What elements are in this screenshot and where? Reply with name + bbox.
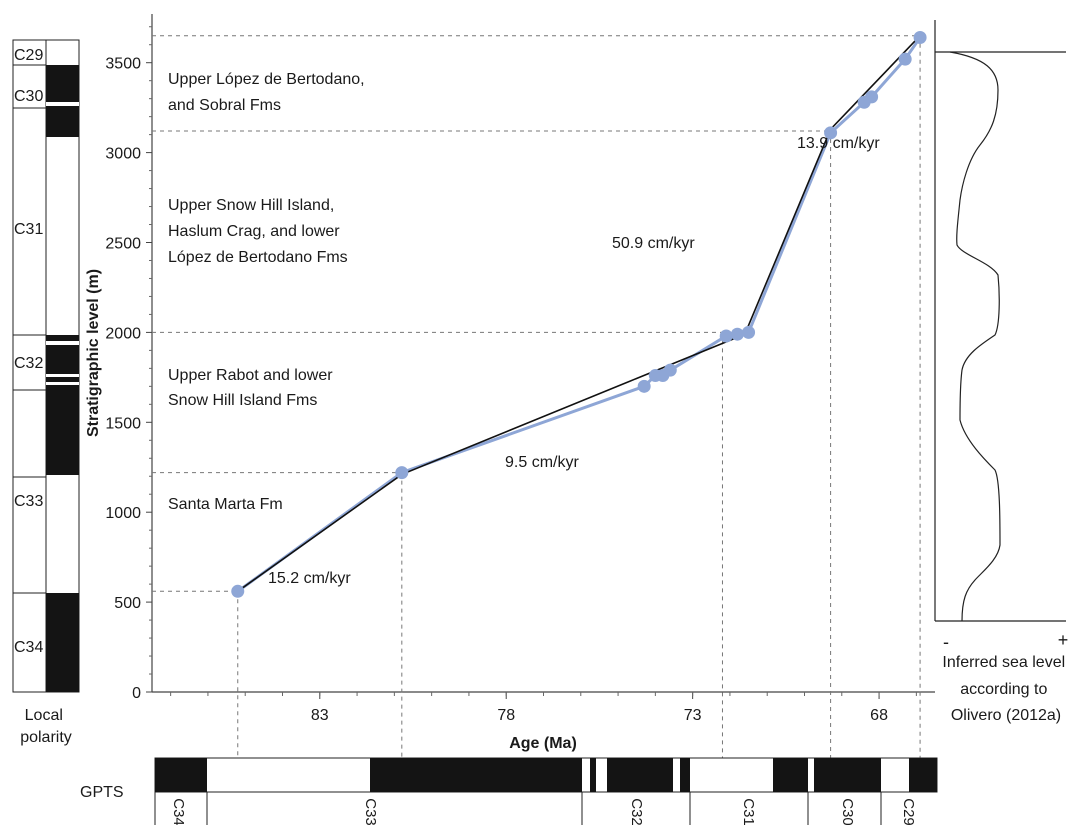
sea-level-minus: - — [943, 632, 949, 652]
data-point — [913, 31, 927, 45]
gpts-block-c32c — [680, 758, 690, 792]
data-connecting-line — [236, 36, 922, 593]
local-polarity-label: Local polarity — [20, 707, 72, 746]
polarity-gap-c32b — [46, 374, 79, 377]
formation-label-lopez: Upper López de Bertodano, and Sobral Fms — [168, 71, 369, 114]
data-point — [824, 126, 838, 140]
y-tick-label: 0 — [132, 685, 141, 702]
data-point — [637, 379, 651, 393]
polarity-block-c34 — [46, 593, 79, 692]
data-point — [898, 52, 912, 66]
gpts-chron-c29: C29 — [900, 798, 917, 825]
data-point — [231, 584, 245, 598]
formation-label-snow-hill: Upper Snow Hill Island, Haslum Crag, and… — [168, 197, 348, 266]
gpts-chron-c33: C33 — [362, 798, 379, 825]
polarity-gap-c30 — [46, 102, 79, 106]
x-tick-label: 68 — [870, 707, 888, 724]
rate-label-50-9: 50.9 cm/kyr — [612, 235, 695, 252]
polarity-block-c30 — [46, 65, 79, 137]
y-tick-label: 2000 — [105, 325, 141, 342]
x-axis-ticks: 83 78 73 68 — [170, 692, 917, 724]
x-tick-label: 83 — [311, 707, 329, 724]
polarity-chron-c32: C32 — [14, 355, 43, 372]
polarity-chron-c30: C30 — [14, 88, 43, 105]
y-tick-label: 3500 — [105, 56, 141, 73]
data-points — [231, 31, 927, 598]
y-axis-ticks: 0 500 1000 1500 2000 2500 3000 3500 — [105, 26, 152, 702]
x-axis-title: Age (Ma) — [509, 735, 577, 752]
gpts-block-c32b — [607, 758, 673, 792]
fit-line — [236, 35, 922, 593]
rate-label-13-9: 13.9 cm/kyr — [797, 135, 880, 152]
gpts-chron-c32: C32 — [628, 798, 645, 825]
sea-level-label: Inferred sea level according to Olivero … — [942, 654, 1069, 724]
gpts-bar: C34 C33 C32 C31 C30 C29 GPTS — [80, 757, 938, 825]
gpts-block-c31 — [773, 758, 808, 792]
rate-label-15-2: 15.2 cm/kyr — [268, 570, 351, 587]
rate-label-9-5: 9.5 cm/kyr — [505, 454, 579, 471]
polarity-chron-c31: C31 — [14, 221, 43, 238]
data-point — [663, 363, 677, 377]
y-tick-label: 2500 — [105, 236, 141, 253]
polarity-chron-c33: C33 — [14, 493, 43, 510]
gpts-chron-c31: C31 — [740, 798, 757, 825]
sea-level-plus: + — [1058, 630, 1069, 650]
regression-line — [237, 35, 921, 592]
formation-label-santa-marta: Santa Marta Fm — [168, 496, 283, 513]
gpts-block-c30 — [814, 758, 881, 792]
local-polarity-column: C29 C30 C31 C32 C33 C34 Local polarity — [12, 39, 80, 746]
y-axis-title: Stratigraphic level (m) — [85, 269, 102, 437]
polarity-chron-c29: C29 — [14, 47, 43, 64]
gpts-block-c33 — [370, 758, 582, 792]
gpts-block-c32a — [590, 758, 596, 792]
y-tick-label: 1000 — [105, 505, 141, 522]
gpts-chron-c34: C34 — [170, 798, 187, 825]
main-plot: 0 500 1000 1500 2000 2500 3000 3500 83 78 73 68 St… — [85, 14, 935, 758]
x-tick-label: 78 — [497, 707, 515, 724]
data-point — [730, 327, 744, 341]
polarity-gap-c32a — [46, 341, 79, 345]
data-point — [395, 466, 409, 480]
data-point — [742, 325, 756, 339]
gpts-chron-c30: C30 — [839, 798, 856, 825]
x-tick-label: 73 — [684, 707, 702, 724]
polarity-gap-c32c — [46, 382, 79, 385]
data-point — [865, 90, 879, 104]
y-tick-label: 500 — [114, 595, 141, 612]
polarity-chron-c34: C34 — [14, 639, 43, 656]
data-point — [719, 329, 733, 343]
gpts-label: GPTS — [80, 784, 124, 801]
sea-level-panel: - + Inferred sea level according to Oliv… — [934, 20, 1069, 724]
sea-level-curve — [949, 51, 1001, 622]
gpts-block-c34 — [155, 758, 207, 792]
gpts-block-c29 — [909, 758, 937, 792]
boundary-guide-lines — [152, 35, 921, 758]
y-tick-label: 3000 — [105, 146, 141, 163]
y-tick-label: 1500 — [105, 415, 141, 432]
formation-label-rabot: Upper Rabot and lower Snow Hill Island F… — [168, 367, 337, 409]
polarity-block-c32 — [46, 335, 79, 475]
